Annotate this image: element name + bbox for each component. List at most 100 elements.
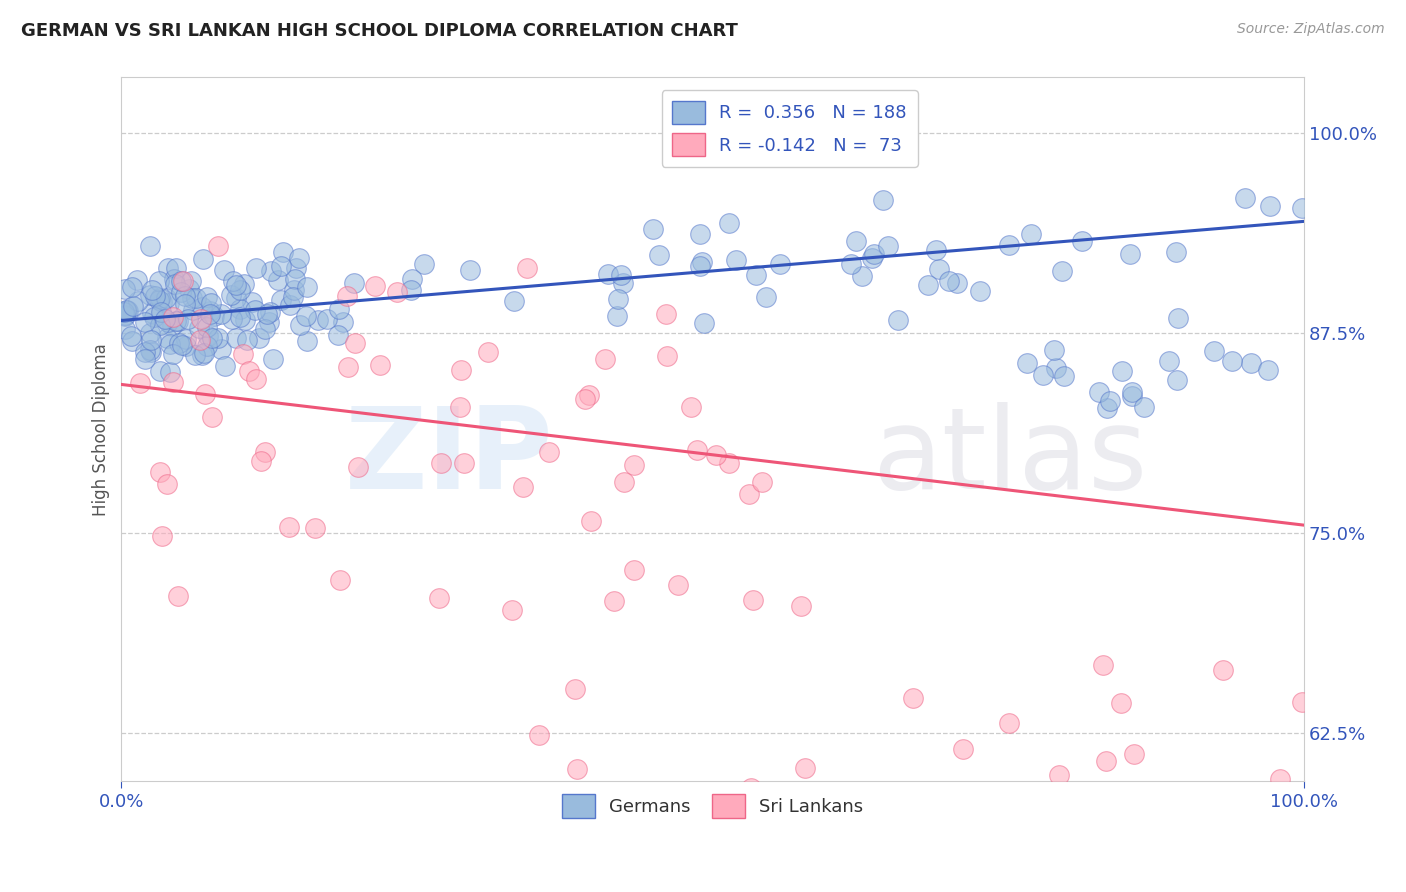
Point xyxy=(347,459,370,474)
Point xyxy=(121,280,143,294)
Point xyxy=(139,343,162,358)
Point xyxy=(122,299,145,313)
Point xyxy=(717,216,740,230)
Point xyxy=(149,318,172,333)
Text: atlas: atlas xyxy=(872,402,1147,513)
Point xyxy=(190,300,212,314)
Point xyxy=(141,333,163,347)
Point xyxy=(643,222,665,236)
Point xyxy=(170,274,193,288)
Point xyxy=(876,239,898,253)
Point xyxy=(240,295,263,310)
Point xyxy=(1240,356,1263,370)
Point xyxy=(142,310,165,324)
Point xyxy=(184,348,207,362)
Point xyxy=(578,388,600,402)
Point xyxy=(155,312,177,326)
Point xyxy=(212,263,235,277)
Point xyxy=(860,251,883,265)
Point xyxy=(188,333,211,347)
Point xyxy=(139,239,162,253)
Point xyxy=(1220,354,1243,368)
Point xyxy=(1032,368,1054,383)
Point xyxy=(336,289,359,303)
Point xyxy=(156,477,179,491)
Point xyxy=(152,294,174,309)
Point xyxy=(845,234,868,248)
Point xyxy=(229,301,252,316)
Point xyxy=(689,227,711,242)
Point xyxy=(740,781,762,796)
Point xyxy=(270,293,292,307)
Point xyxy=(112,305,135,319)
Point xyxy=(1045,361,1067,376)
Point xyxy=(969,285,991,299)
Point xyxy=(267,273,290,287)
Point xyxy=(214,359,236,373)
Point xyxy=(245,372,267,386)
Point xyxy=(148,293,170,307)
Point xyxy=(134,345,156,359)
Point xyxy=(607,292,630,306)
Point xyxy=(243,303,266,318)
Point xyxy=(666,578,689,592)
Point xyxy=(413,257,436,271)
Point xyxy=(1109,697,1132,711)
Point xyxy=(174,332,197,346)
Point xyxy=(681,400,703,414)
Point xyxy=(1121,389,1143,403)
Point xyxy=(401,272,423,286)
Point xyxy=(232,346,254,360)
Point xyxy=(903,691,925,706)
Point xyxy=(260,263,283,277)
Point xyxy=(290,318,312,332)
Point xyxy=(134,351,156,366)
Point xyxy=(1204,344,1226,359)
Point xyxy=(1167,311,1189,326)
Point xyxy=(718,456,741,470)
Point xyxy=(191,348,214,362)
Point xyxy=(191,252,214,266)
Point xyxy=(167,314,190,328)
Point xyxy=(998,716,1021,731)
Text: Source: ZipAtlas.com: Source: ZipAtlas.com xyxy=(1237,22,1385,37)
Point xyxy=(343,335,366,350)
Point xyxy=(925,243,948,257)
Point xyxy=(328,302,350,317)
Point xyxy=(887,313,910,327)
Point xyxy=(606,309,628,323)
Point xyxy=(162,375,184,389)
Point xyxy=(564,681,586,696)
Point xyxy=(938,274,960,288)
Point xyxy=(503,293,526,308)
Point xyxy=(1291,201,1313,215)
Point xyxy=(165,261,187,276)
Point xyxy=(283,272,305,286)
Point xyxy=(225,291,247,305)
Point xyxy=(724,253,747,268)
Point xyxy=(167,335,190,350)
Text: ZIP: ZIP xyxy=(344,402,553,513)
Point xyxy=(1258,199,1281,213)
Point xyxy=(159,365,181,379)
Point xyxy=(917,277,939,292)
Point xyxy=(225,278,247,293)
Point xyxy=(150,529,173,543)
Point xyxy=(165,277,187,291)
Point xyxy=(115,303,138,318)
Point xyxy=(655,350,678,364)
Point xyxy=(609,268,631,283)
Point xyxy=(114,308,136,322)
Point xyxy=(201,410,224,425)
Point xyxy=(200,331,222,345)
Point xyxy=(114,322,136,336)
Point xyxy=(1052,264,1074,278)
Point xyxy=(295,334,318,349)
Point xyxy=(149,466,172,480)
Point xyxy=(134,315,156,329)
Point xyxy=(235,333,257,347)
Point xyxy=(686,443,709,458)
Point xyxy=(370,358,392,372)
Point xyxy=(1212,663,1234,677)
Point xyxy=(284,260,307,275)
